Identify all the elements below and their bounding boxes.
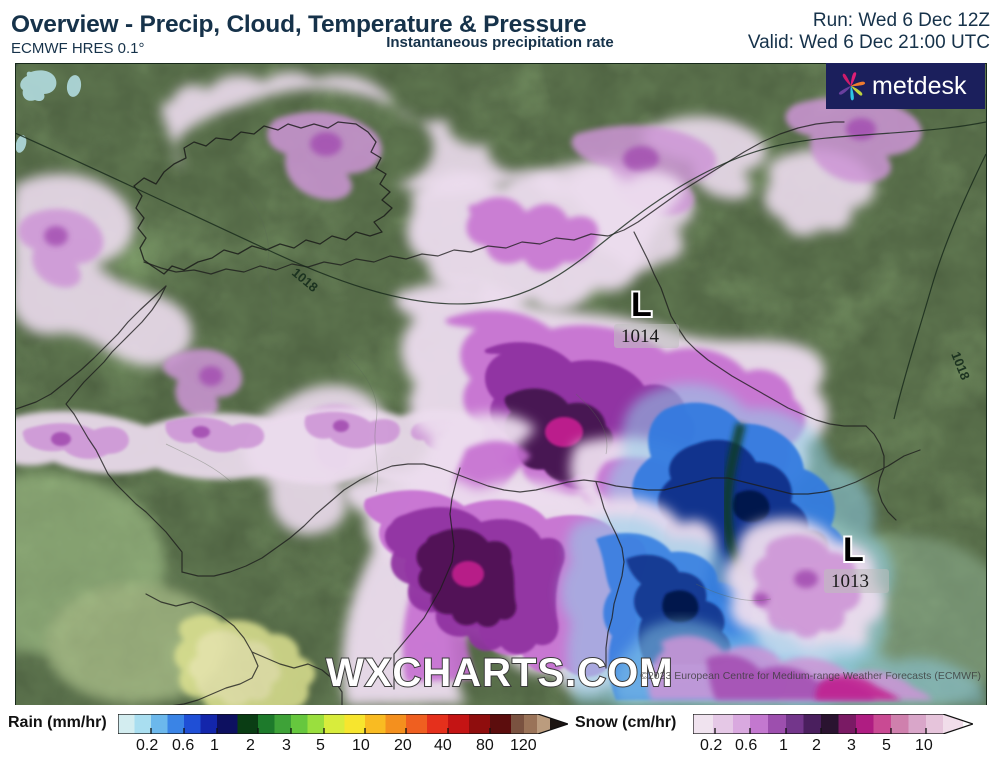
svg-text:L: L — [631, 286, 652, 324]
svg-text:1013: 1013 — [831, 571, 869, 592]
svg-text:©2023 European Centre for Medi: ©2023 European Centre for Medium-range W… — [640, 670, 981, 682]
svg-text:L: L — [843, 531, 864, 569]
svg-text:1014: 1014 — [621, 326, 660, 347]
svg-text:WXCHARTS.COM: WXCHARTS.COM — [326, 651, 674, 695]
